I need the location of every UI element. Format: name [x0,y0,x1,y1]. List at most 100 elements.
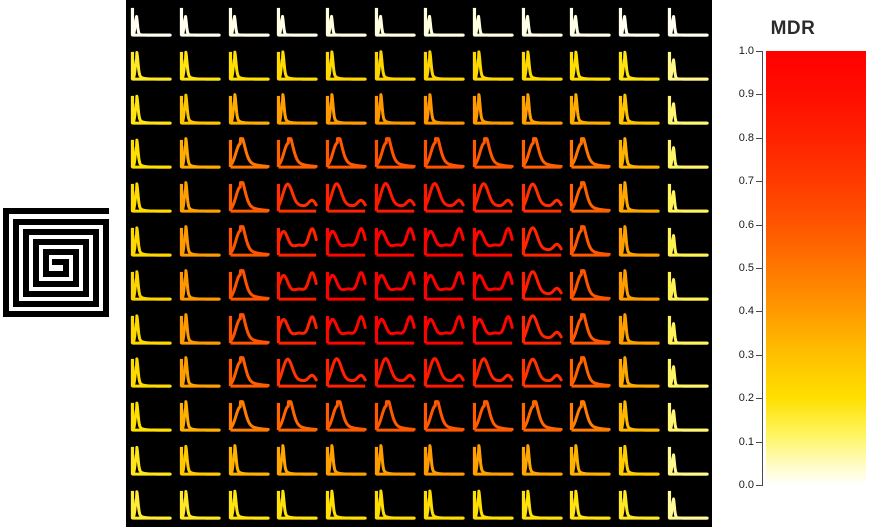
mini-plot-r8-c5[interactable] [321,307,371,352]
mini-plot-r11-c6[interactable] [370,439,419,484]
mini-plot-r7-c2[interactable] [174,263,224,308]
mini-plot-r6-c10[interactable] [565,219,615,264]
mini-plot-r12-c3[interactable] [223,483,273,527]
mini-plot-r5-c10[interactable] [565,175,615,220]
mini-plot-r12-c10[interactable] [565,483,615,527]
mini-plot-r2-c11[interactable] [614,43,664,88]
mini-plot-r1-c11[interactable] [614,0,664,44]
mini-plot-r8-c3[interactable] [223,307,273,352]
mini-plot-r4-c11[interactable] [614,131,664,176]
mini-plot-r12-c12[interactable] [663,483,712,527]
mini-plot-r4-c2[interactable] [174,131,224,176]
mini-plot-r2-c9[interactable] [516,43,566,88]
mini-plot-r3-c11[interactable] [614,87,664,132]
mini-plot-r2-c2[interactable] [174,43,224,88]
mini-plot-r2-c4[interactable] [272,43,322,88]
mini-plot-r4-c7[interactable] [418,131,468,176]
mini-plot-r1-c7[interactable] [418,0,468,44]
mini-plot-r12-c1[interactable] [126,483,175,527]
mini-plot-r6-c4[interactable] [272,219,322,264]
mini-plot-r11-c8[interactable] [467,439,517,484]
mini-plot-r9-c6[interactable] [370,351,419,396]
mini-plot-r2-c7[interactable] [418,43,468,88]
mini-plot-r4-c12[interactable] [663,131,712,176]
mini-plot-r10-c7[interactable] [418,395,468,440]
mini-plot-r9-c2[interactable] [174,351,224,396]
mini-plot-r11-c1[interactable] [126,439,175,484]
mini-plot-r3-c3[interactable] [223,87,273,132]
mini-plot-r7-c9[interactable] [516,263,566,308]
mini-plot-r10-c10[interactable] [565,395,615,440]
mini-plot-r11-c12[interactable] [663,439,712,484]
mini-plot-r10-c6[interactable] [370,395,419,440]
mini-plot-r12-c9[interactable] [516,483,566,527]
mini-plot-r11-c7[interactable] [418,439,468,484]
mini-plot-r9-c5[interactable] [321,351,371,396]
mini-plot-r3-c1[interactable] [126,87,175,132]
mini-plot-r10-c8[interactable] [467,395,517,440]
mini-plot-r5-c4[interactable] [272,175,322,220]
mini-plot-r12-c5[interactable] [321,483,371,527]
mini-plot-r11-c5[interactable] [321,439,371,484]
mini-plot-r1-c3[interactable] [223,0,273,44]
mini-plot-r5-c11[interactable] [614,175,664,220]
mini-plot-r12-c2[interactable] [174,483,224,527]
mini-plot-r10-c11[interactable] [614,395,664,440]
mini-plot-r7-c11[interactable] [614,263,664,308]
mini-plot-r5-c12[interactable] [663,175,712,220]
mini-plot-r12-c7[interactable] [418,483,468,527]
mini-plot-r6-c12[interactable] [663,219,712,264]
mini-plot-r6-c1[interactable] [126,219,175,264]
mini-plot-r3-c5[interactable] [321,87,371,132]
mini-plot-r1-c12[interactable] [663,0,712,44]
mini-plot-r2-c6[interactable] [370,43,419,88]
mini-plot-r1-c1[interactable] [126,0,175,44]
mini-plot-r6-c11[interactable] [614,219,664,264]
mini-plot-r3-c8[interactable] [467,87,517,132]
mini-plot-r12-c4[interactable] [272,483,322,527]
mini-plot-r3-c4[interactable] [272,87,322,132]
mini-plot-r8-c11[interactable] [614,307,664,352]
mini-plot-r1-c10[interactable] [565,0,615,44]
mini-plot-r4-c1[interactable] [126,131,175,176]
mini-plot-r3-c12[interactable] [663,87,712,132]
mini-plot-r9-c10[interactable] [565,351,615,396]
mini-plot-r6-c6[interactable] [370,219,419,264]
mini-plot-r10-c12[interactable] [663,395,712,440]
mini-plot-r8-c7[interactable] [418,307,468,352]
mini-plot-r8-c4[interactable] [272,307,322,352]
mini-plot-r1-c6[interactable] [370,0,419,44]
mini-plot-r7-c4[interactable] [272,263,322,308]
mini-plot-r3-c6[interactable] [370,87,419,132]
mini-plot-r5-c3[interactable] [223,175,273,220]
mini-plot-r8-c10[interactable] [565,307,615,352]
mini-plot-r6-c2[interactable] [174,219,224,264]
mini-plot-r10-c3[interactable] [223,395,273,440]
mini-plot-r5-c7[interactable] [418,175,468,220]
mini-plot-r10-c2[interactable] [174,395,224,440]
mini-plot-r1-c5[interactable] [321,0,371,44]
mini-plot-r9-c8[interactable] [467,351,517,396]
mini-plot-r7-c7[interactable] [418,263,468,308]
mini-plot-r3-c2[interactable] [174,87,224,132]
mini-plot-r6-c3[interactable] [223,219,273,264]
mini-plot-r8-c9[interactable] [516,307,566,352]
mini-plot-r4-c5[interactable] [321,131,371,176]
mini-plot-r2-c3[interactable] [223,43,273,88]
mini-plot-r10-c1[interactable] [126,395,175,440]
mini-plot-r8-c8[interactable] [467,307,517,352]
mini-plot-r3-c9[interactable] [516,87,566,132]
mini-plot-r1-c4[interactable] [272,0,322,44]
mini-plot-r3-c7[interactable] [418,87,468,132]
mini-plot-r9-c7[interactable] [418,351,468,396]
mini-plot-r1-c9[interactable] [516,0,566,44]
mini-plot-r2-c8[interactable] [467,43,517,88]
mini-plot-r7-c3[interactable] [223,263,273,308]
mini-plot-r9-c4[interactable] [272,351,322,396]
mini-plot-r9-c11[interactable] [614,351,664,396]
mini-plot-r4-c10[interactable] [565,131,615,176]
mini-plot-r8-c2[interactable] [174,307,224,352]
mini-plot-r7-c12[interactable] [663,263,712,308]
mini-plot-r5-c6[interactable] [370,175,419,220]
mini-plot-r6-c9[interactable] [516,219,566,264]
